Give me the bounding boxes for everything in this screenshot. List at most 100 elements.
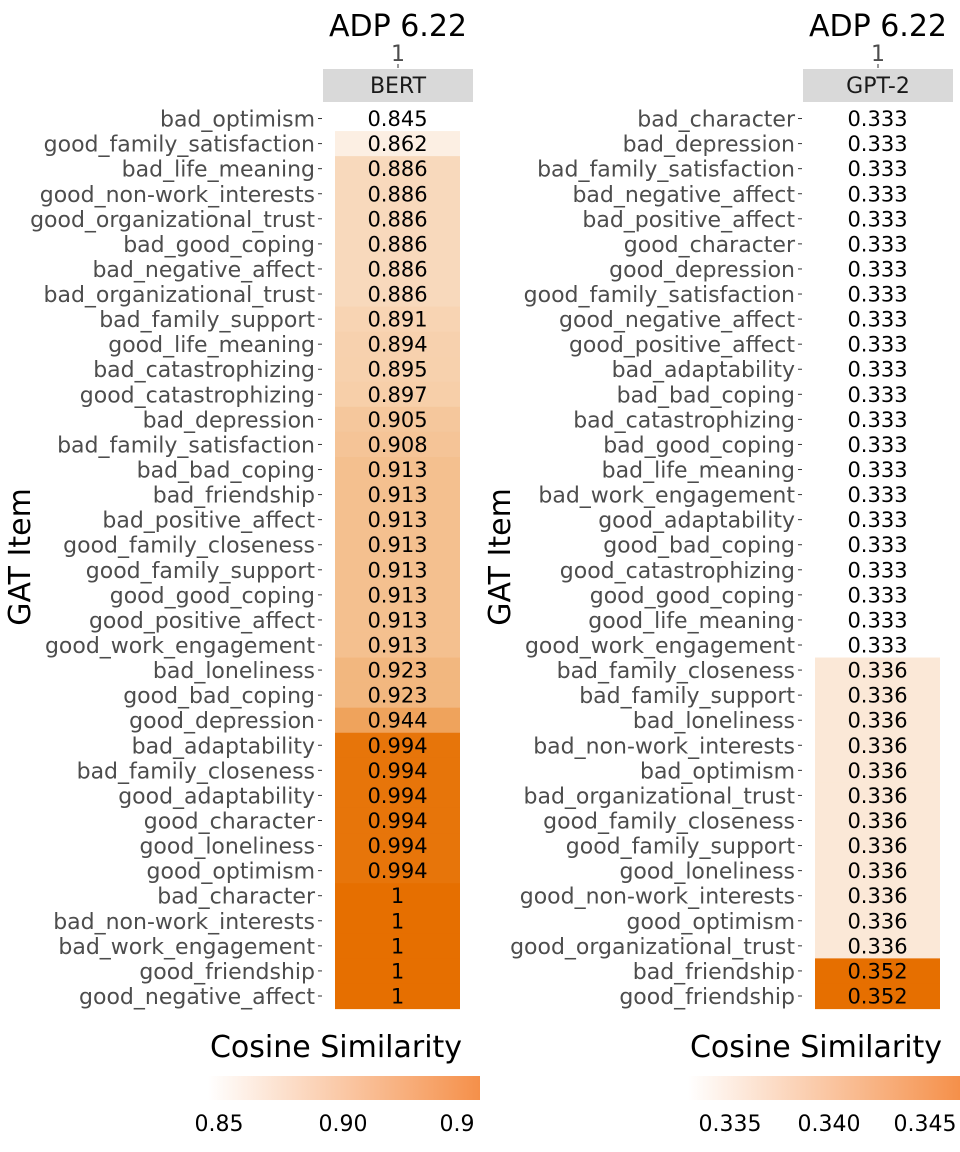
y-tick-label: bad_optimism — [160, 108, 315, 133]
cell-value-label: 1 — [391, 934, 404, 958]
y-tick-label: bad_bad_coping — [617, 383, 795, 408]
heatmap-cell — [335, 156, 460, 182]
y-tick-label: bad_adaptability — [612, 358, 795, 383]
facet-strip — [323, 69, 473, 102]
y-tick-label: good_positive_affect — [89, 609, 315, 634]
cell-value-label: 0.897 — [367, 383, 427, 407]
cell-value-label: 0.336 — [847, 784, 907, 808]
y-tick-label: bad_character — [637, 108, 796, 133]
cell-value-label: 0.333 — [847, 583, 907, 607]
y-tick-label: good_family_satisfaction — [524, 283, 795, 308]
y-tick-label: bad_family_support — [579, 684, 795, 709]
cell-value-label: 0.913 — [367, 583, 427, 607]
y-tick-label: bad_work_engagement — [538, 484, 795, 509]
legend-tick: 0.9 — [440, 1112, 475, 1137]
cell-value-label: 0.886 — [367, 182, 427, 206]
bert-heatmap-svg: ADP 6.22 1 BERT 0.8450.8620.8860.8860.88… — [3, 9, 480, 1137]
y-tick-label: good_positive_affect — [569, 333, 795, 358]
y-tick-label: good_loneliness — [139, 835, 315, 860]
cell-value-label: 0.336 — [847, 759, 907, 783]
heatmap-cell — [335, 356, 460, 383]
heatmap-cell — [815, 757, 940, 784]
heatmap-cell — [335, 933, 460, 959]
heatmap-cell — [335, 406, 460, 433]
heatmap-cell — [335, 682, 460, 709]
heatmap-cell — [335, 632, 460, 659]
cell-value-label: 0.894 — [367, 333, 427, 357]
heatmap-cell — [815, 807, 940, 834]
y-tick-label: bad_character — [157, 885, 316, 910]
legend-tick: 0.345 — [894, 1112, 957, 1137]
y-tick-label: good_non-work_interests — [40, 183, 315, 208]
y-tick-label: bad_loneliness — [633, 709, 795, 734]
heatmap-cell — [815, 682, 940, 709]
y-tick-label: good_bad_coping — [603, 534, 795, 559]
chart-title: ADP 6.22 — [329, 9, 467, 44]
y-tick-label: good_organizational_trust — [30, 208, 315, 233]
heatmap-cell — [815, 281, 940, 308]
y-tick-label: good_catastrophizing — [560, 559, 795, 584]
heatmap-cell — [815, 406, 940, 433]
cell-value-label: 0.333 — [847, 508, 907, 532]
heatmap-cell — [815, 883, 940, 909]
y-tick-label: good_work_engagement — [525, 634, 795, 659]
y-tick-label: good_loneliness — [619, 860, 795, 885]
cell-value-label: 1 — [391, 984, 404, 1008]
heatmap-cell — [815, 106, 940, 132]
cell-value-label: 0.862 — [367, 132, 427, 156]
heatmap-cell — [335, 807, 460, 834]
legend-colorbar — [688, 1076, 960, 1100]
y-tick-label: good_family_satisfaction — [44, 133, 315, 158]
cell-value-label: 0.333 — [847, 182, 907, 206]
heatmap-cell — [335, 858, 460, 884]
heatmap-cell — [335, 381, 460, 408]
heatmap-cell — [335, 983, 460, 1010]
y-tick-label: good_friendship — [139, 960, 315, 985]
cell-value-label: 0.333 — [847, 533, 907, 557]
heatmap-cell — [815, 582, 940, 608]
legend-colorbar — [208, 1076, 480, 1100]
heatmap-cell — [815, 607, 940, 634]
legend-tick: 0.335 — [699, 1112, 762, 1137]
cell-value-label: 0.336 — [847, 859, 907, 883]
cell-value-label: 0.913 — [367, 634, 427, 658]
heatmap-cell — [815, 933, 940, 959]
heatmap-cell — [335, 757, 460, 784]
heatmap-cell — [815, 507, 940, 533]
cell-value-label: 0.913 — [367, 608, 427, 632]
cell-value-label: 1 — [391, 884, 404, 908]
y-tick-label: bad_loneliness — [153, 659, 315, 684]
cell-value-label: 0.891 — [367, 308, 427, 332]
cell-value-label: 0.333 — [847, 608, 907, 632]
y-tick-label: good_negative_affect — [79, 985, 315, 1010]
y-tick-label: bad_depression — [143, 408, 315, 433]
cell-value-label: 0.886 — [367, 232, 427, 256]
heatmap-cell — [335, 908, 460, 934]
gpt2-heatmap-panel: ADP 6.22 1 GPT-2 0.333 0.333 0.333 0.333 0.3… — [480, 0, 960, 1152]
bert-heatmap-panel: ADP 6.22 1 BERT 0.845 0.862 0.886 0.886 0.88… — [3, 9, 480, 1137]
cell-value-label: 0.994 — [367, 759, 427, 783]
y-axis-title: GAT Item — [483, 488, 518, 626]
y-tick-label: bad_friendship — [153, 484, 315, 509]
y-tick-label: bad_positive_affect — [582, 208, 795, 233]
cell-value-label: 0.336 — [847, 884, 907, 908]
cell-value-label: 0.333 — [847, 308, 907, 332]
cell-value-label: 1 — [391, 959, 404, 983]
y-tick-label: good_optimism — [627, 910, 795, 935]
cell-value-label: 0.994 — [367, 859, 427, 883]
y-tick-label: bad_family_closeness — [77, 759, 315, 784]
heatmap-cell — [335, 958, 460, 985]
heatmap-cell — [335, 707, 460, 734]
cell-value-label: 0.886 — [367, 257, 427, 281]
y-tick-label: bad_organizational_trust — [44, 283, 316, 308]
y-tick-label: bad_adaptability — [132, 734, 315, 759]
heatmap-cell — [815, 482, 940, 508]
heatmap-cell — [815, 983, 940, 1010]
cell-value-label: 1 — [391, 909, 404, 933]
heatmap-cell — [335, 532, 460, 558]
y-tick-label: bad_family_support — [99, 308, 315, 333]
y-tick-label: good_non-work_interests — [520, 885, 795, 910]
cell-value-label: 0.333 — [847, 232, 907, 256]
heatmap-cell — [815, 557, 940, 583]
heatmap-cell — [335, 732, 460, 759]
